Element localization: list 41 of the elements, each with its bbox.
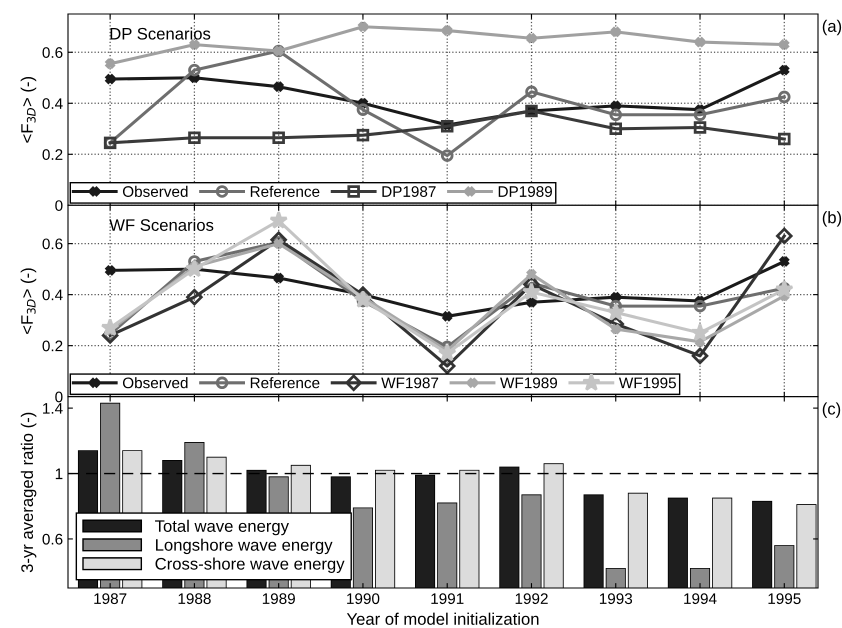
- legend-label: DP1989: [498, 186, 552, 197]
- text: DP Scenarios: [110, 27, 210, 40]
- text: WF Scenarios: [109, 218, 214, 231]
- text: (c): [822, 402, 840, 418]
- y-tick-label: 0.4: [42, 98, 63, 109]
- legend-label: Total wave energy: [155, 520, 289, 536]
- y-tick-label: 0.4: [42, 289, 63, 300]
- x-tick-label: 1992: [516, 593, 548, 604]
- legend-label: DP1987: [382, 186, 436, 197]
- text: (a): [822, 20, 842, 36]
- legend-label: Observed: [122, 186, 188, 197]
- legend-label: Reference: [250, 186, 320, 197]
- y-tick-label: 0.6: [42, 238, 62, 250]
- y-tick-label: 1.4: [43, 403, 63, 414]
- y-tick-label: 1: [56, 468, 62, 480]
- legend-label: Cross-shore wave energy: [156, 557, 345, 573]
- x-tick-label: 1993: [600, 593, 632, 604]
- x-axis-title: Year of model initialization: [346, 612, 538, 625]
- y-tick-label: 0: [55, 392, 63, 402]
- legend-label: Reference: [250, 377, 320, 388]
- y-axis-title: 3-yr averaged ratio (-): [20, 412, 36, 572]
- x-tick-label: 1989: [262, 593, 295, 604]
- legend-label: WF1989: [500, 377, 558, 388]
- x-tick-label: 1990: [347, 593, 380, 604]
- x-tick-label: 1987: [94, 593, 126, 604]
- text: (b): [822, 211, 842, 227]
- y-tick-label: 0.6: [42, 47, 62, 58]
- legend-label: Observed: [122, 377, 188, 388]
- x-tick-label: 1995: [768, 593, 801, 604]
- y-axis-title: <F$_{3D}$> (-): [20, 77, 36, 143]
- y-axis-title: <F$_{3D}$> (-): [20, 268, 36, 334]
- y-tick-label: 0: [55, 200, 63, 212]
- x-tick-label: 1988: [178, 593, 211, 604]
- x-tick-label: 1991: [431, 593, 464, 604]
- y-tick-label: 0.6: [42, 534, 62, 545]
- y-tick-label: 0.2: [42, 149, 62, 160]
- legend-label: Longshore wave energy: [156, 538, 333, 554]
- x-tick-label: 1994: [684, 593, 717, 604]
- legend-label: WF1987: [381, 377, 438, 388]
- y-tick-label: 0.2: [42, 340, 62, 352]
- legend-label: WF1995: [618, 377, 676, 388]
